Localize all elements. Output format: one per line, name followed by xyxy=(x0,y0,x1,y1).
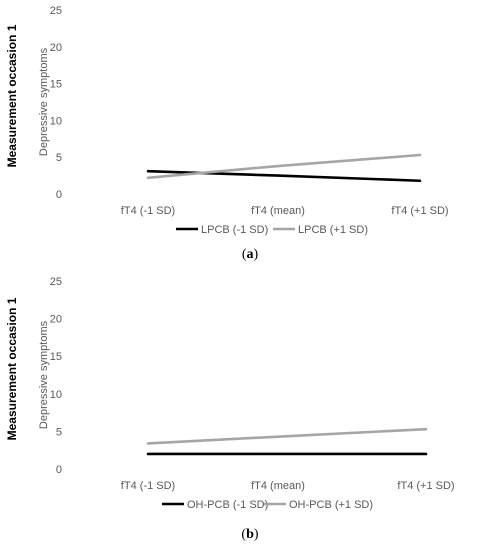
x-tick-label: fT4 (+1 SD) xyxy=(397,480,454,492)
y-tick-label: 25 xyxy=(50,5,62,17)
y-axis-label: Depressive symptoms xyxy=(38,320,50,429)
x-tick-label: fT4 (-1 SD) xyxy=(121,205,175,217)
y-tick-label: 5 xyxy=(56,426,62,438)
panel-label: b xyxy=(246,527,254,542)
outer-label: Measurement occasion 1 xyxy=(5,297,19,440)
y-tick-label: 25 xyxy=(50,276,62,288)
series-line xyxy=(146,153,422,180)
panel-label: a xyxy=(247,247,254,262)
x-tick-label: fT4 (mean) xyxy=(251,205,305,217)
legend-label: OH-PCB (+1 SD) xyxy=(289,499,373,511)
legend-label: LPCB (+1 SD) xyxy=(298,224,368,236)
x-tick-label: fT4 (mean) xyxy=(251,480,305,492)
y-tick-label: 5 xyxy=(56,152,62,164)
legend-label: OH-PCB (-1 SD) xyxy=(187,499,268,511)
y-tick-label: 15 xyxy=(50,351,62,363)
legend-label: LPCB (-1 SD) xyxy=(201,224,268,236)
y-tick-label: 15 xyxy=(50,79,62,91)
panel-caption: (b) xyxy=(241,527,258,542)
y-tick-label: 0 xyxy=(56,464,62,476)
outer-label: Measurement occasion 1 xyxy=(5,24,19,167)
y-tick-label: 20 xyxy=(50,42,62,54)
y-tick-label: 0 xyxy=(56,189,62,201)
panel-caption: (a) xyxy=(242,247,259,262)
y-tick-label: 20 xyxy=(50,314,62,326)
x-tick-label: fT4 (+1 SD) xyxy=(391,205,448,217)
series-line xyxy=(146,427,428,445)
y-axis-label: Depressive symptoms xyxy=(38,47,50,156)
series-line xyxy=(146,169,422,183)
y-tick-label: 10 xyxy=(50,115,62,127)
y-tick-label: 10 xyxy=(50,389,62,401)
x-tick-label: fT4 (-1 SD) xyxy=(121,480,175,492)
